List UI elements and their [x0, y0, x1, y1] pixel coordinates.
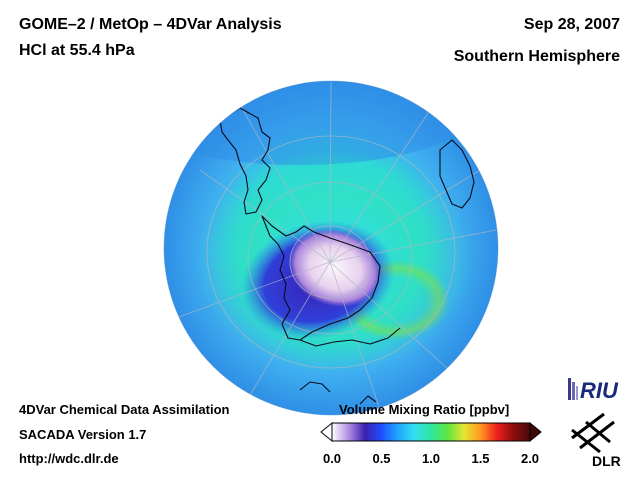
- footer-url-label: http://wdc.dlr.de: [19, 451, 119, 466]
- footer-assimilation-label: 4DVar Chemical Data Assimilation: [19, 402, 230, 417]
- colorbar: [320, 421, 542, 443]
- date-label: Sep 28, 2007: [523, 16, 620, 33]
- svg-text:RIU: RIU: [580, 378, 619, 403]
- footer-version-label: SACADA Version 1.7: [19, 427, 147, 442]
- colorbar-title: Volume Mixing Ratio [ppbv]: [339, 402, 510, 417]
- dlr-logo: DLR: [571, 412, 621, 469]
- title-line2: HCl at 55.4 hPa: [19, 42, 135, 59]
- title-line1: GOME–2 / MetOp – 4DVar Analysis: [19, 16, 282, 33]
- hemisphere-label: Southern Hemisphere: [453, 48, 620, 65]
- colorbar-bar: [331, 422, 531, 442]
- colorbar-tick-label: 1.0: [421, 451, 441, 466]
- colorbar-min-arrow: [320, 421, 333, 443]
- colorbar-tick-label: 0.0: [322, 451, 342, 466]
- colorbar-tick-label: 1.5: [471, 451, 490, 466]
- riu-logo: RIU: [568, 378, 619, 403]
- colorbar-max-arrow: [529, 421, 542, 443]
- colorbar-tick-label: 0.5: [372, 451, 391, 466]
- svg-text:DLR: DLR: [592, 453, 621, 469]
- colorbar-tick-label: 2.0: [520, 451, 540, 466]
